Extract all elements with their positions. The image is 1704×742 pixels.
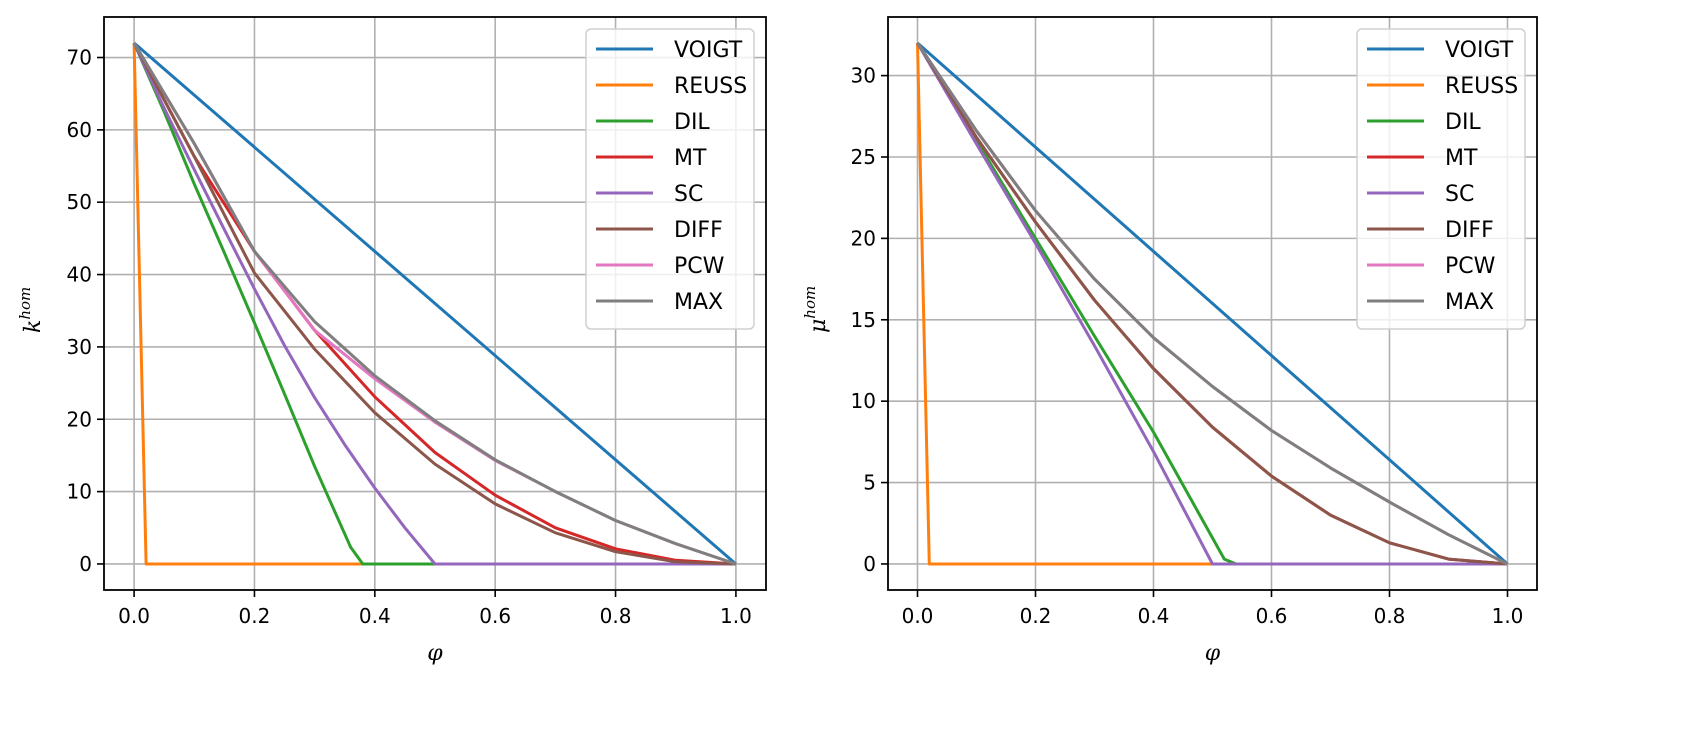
x-tick-label: 0.0 (902, 604, 934, 628)
series-line-sc (132, 42, 736, 566)
legend-box (1356, 28, 1526, 330)
legend-label-sc: SC (1445, 182, 1474, 207)
y-tick-label: 50 (67, 190, 92, 214)
legend-label-pcw: PCW (1445, 254, 1496, 279)
legend-label-sc: SC (674, 182, 703, 207)
legend: VOIGT REUSS DIL MT SC DIFF PCW MAX (1356, 28, 1526, 330)
y-axis-label-superscript: hom (16, 287, 34, 320)
legend-box (585, 28, 755, 330)
y-axis-label: μhom (801, 286, 831, 333)
y-axis-label: khom (16, 287, 46, 333)
y-tick-label: 15 (851, 308, 876, 332)
x-tick-label: 0.0 (118, 604, 150, 628)
y-tick-label: 10 (67, 480, 92, 504)
x-tick-label: 0.2 (239, 604, 271, 628)
legend-label-mt: MT (674, 146, 707, 171)
series-line-max (916, 42, 1509, 566)
legend-label-diff: DIFF (1445, 218, 1494, 243)
x-tick-label: 0.6 (1256, 604, 1288, 628)
axes-frame (103, 16, 767, 591)
y-axis-label-main: μ (806, 319, 831, 333)
x-tick-label: 0.6 (479, 604, 511, 628)
series-line-reuss (916, 42, 1213, 566)
x-tick-label: 0.4 (1138, 604, 1170, 628)
chart-shear-modulus: 0.0 0.2 0.4 0.6 0.8 1.0 0 5 10 15 20 25 30 φ μhom VOIGT… (801, 16, 1538, 666)
legend-label-dil: DIL (1445, 110, 1481, 135)
y-tick-label: 30 (67, 335, 92, 359)
axes-frame (887, 16, 1538, 591)
x-tick-label: 0.4 (359, 604, 391, 628)
legend-label-dil: DIL (674, 110, 710, 135)
y-tick-label: 0 (79, 552, 92, 576)
chart-bulk-modulus: 0.0 0.2 0.4 0.6 0.8 1.0 0 10 20 30 40 50 60 70 φ khom VO… (16, 16, 767, 666)
y-axis-label-main: k (21, 320, 46, 333)
legend-label-diff: DIFF (674, 218, 723, 243)
y-tick-label: 30 (851, 64, 876, 88)
x-tick-label: 0.8 (1374, 604, 1406, 628)
legend-label-reuss: REUSS (674, 74, 747, 99)
y-tick-label: 60 (67, 118, 92, 142)
y-tick-label: 20 (851, 226, 876, 250)
legend-label-mt: MT (1445, 146, 1478, 171)
y-tick-label: 0 (863, 552, 876, 576)
series-line-reuss (132, 42, 363, 566)
series-line-diff (916, 42, 1508, 566)
x-tick-label: 0.8 (600, 604, 632, 628)
x-tick-label: 1.0 (720, 604, 752, 628)
x-axis-label: φ (427, 641, 443, 666)
y-tick-label: 70 (67, 46, 92, 70)
series-line-sc (916, 42, 1508, 566)
legend-label-max: MAX (1445, 290, 1494, 315)
y-tick-label: 25 (851, 145, 876, 169)
series-line-diff (132, 42, 736, 566)
series-line-max (132, 42, 737, 566)
series-line-mt (132, 42, 736, 566)
y-tick-label: 5 (863, 471, 876, 495)
y-axis-label-superscript: hom (801, 286, 819, 319)
series-line-voigt (133, 41, 737, 566)
series-line-dil (132, 42, 435, 566)
legend-label-voigt: VOIGT (1445, 38, 1514, 63)
y-tick-label: 20 (67, 407, 92, 431)
legend-label-pcw: PCW (674, 254, 725, 279)
series-lines (916, 41, 1509, 566)
legend: VOIGT REUSS DIL MT SC DIFF PCW MAX (585, 28, 755, 330)
series-lines (132, 41, 737, 566)
y-tick-label: 10 (851, 389, 876, 413)
y-tick-label: 40 (67, 263, 92, 287)
x-axis-label: φ (1205, 641, 1221, 666)
x-tick-label: 0.2 (1020, 604, 1052, 628)
legend-label-max: MAX (674, 290, 723, 315)
legend-label-voigt: VOIGT (674, 38, 743, 63)
series-line-voigt (916, 41, 1509, 566)
legend-label-reuss: REUSS (1445, 74, 1518, 99)
x-tick-label: 1.0 (1492, 604, 1524, 628)
